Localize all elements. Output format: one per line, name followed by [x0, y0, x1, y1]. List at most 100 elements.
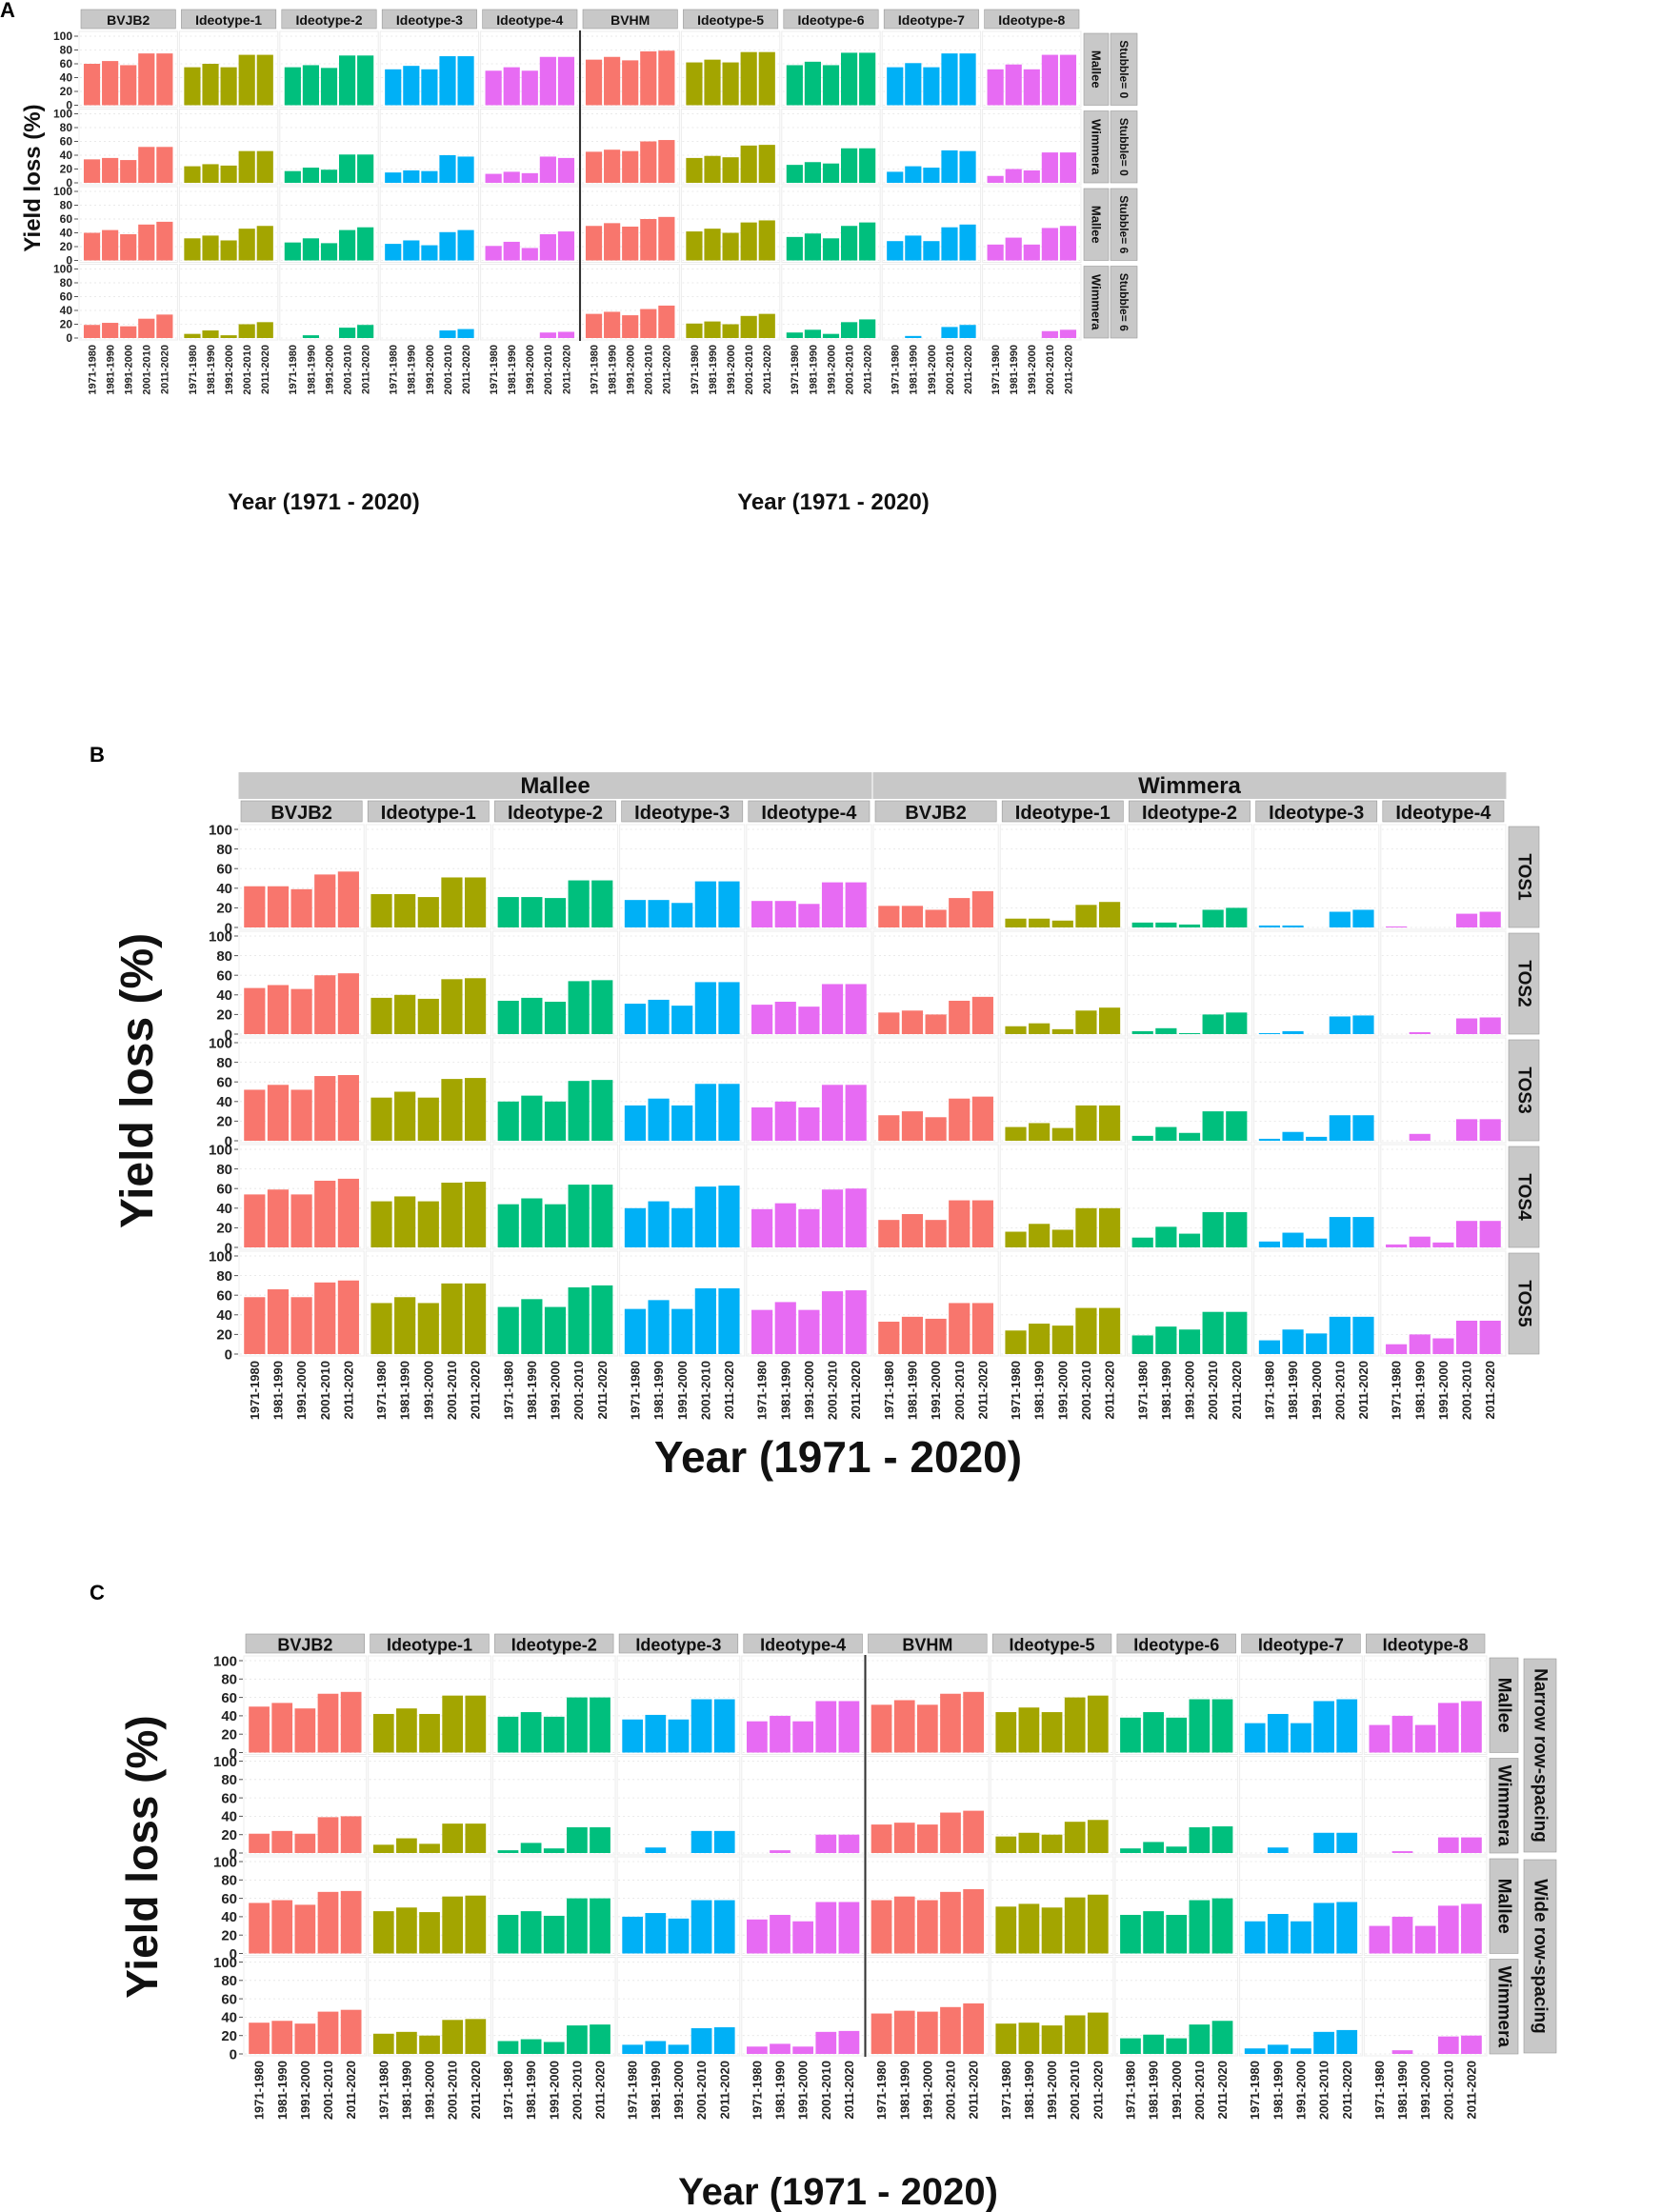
y-tick-label: 80 — [216, 948, 232, 965]
bar — [798, 904, 820, 927]
x-tick-label: 1971-1980 — [501, 2061, 515, 2120]
x-tick-label: 1981-1990 — [1286, 1361, 1300, 1420]
bar — [1291, 2048, 1311, 2054]
bar — [417, 1097, 439, 1141]
bar — [464, 1078, 487, 1141]
col-group-label: Mallee — [520, 773, 590, 799]
y-axis-title: Yield loss (%) — [117, 1715, 167, 1998]
bar — [859, 148, 876, 183]
y-tick-label: 100 — [53, 263, 72, 276]
bar — [901, 1111, 924, 1141]
x-tick-label: 1981-1990 — [708, 345, 719, 395]
x-tick-label: 1981-1990 — [507, 345, 518, 395]
bar — [442, 2020, 464, 2054]
bar — [271, 1830, 293, 1853]
x-tick-label: 1981-1990 — [399, 2061, 413, 2120]
bar — [1267, 1914, 1289, 1954]
bar — [585, 313, 603, 338]
bar — [441, 877, 463, 927]
col-strip-label: Ideotype-3 — [635, 1635, 721, 1654]
bar — [1005, 64, 1022, 106]
bar — [370, 1303, 392, 1354]
col-strip-label: Ideotype-4 — [496, 12, 563, 28]
x-tick-label: 1971-1980 — [999, 2061, 1013, 2120]
bar — [916, 2011, 938, 2054]
x-tick-label: 1981-1990 — [1412, 1361, 1427, 1420]
panel-letter: B — [90, 743, 105, 767]
row-strip-label: Mallee — [1494, 1678, 1514, 1733]
bar — [622, 1916, 644, 1954]
bar — [940, 1693, 961, 1753]
bar — [249, 1706, 270, 1753]
y-tick-label: 0 — [230, 1845, 237, 1862]
y-tick-label: 80 — [60, 44, 73, 57]
bar — [1352, 1316, 1374, 1354]
x-tick-label: 1971-1980 — [628, 1361, 642, 1420]
col-strip-label: BVHM — [610, 12, 650, 28]
x-tick-label: 1971-1980 — [1248, 2061, 1262, 2120]
bar — [845, 882, 867, 927]
x-tick-label: 2011-2020 — [469, 2061, 483, 2119]
bar — [905, 166, 922, 183]
col-strip-label: BVJB2 — [277, 1635, 332, 1654]
bar — [396, 1708, 417, 1753]
bar — [690, 1830, 712, 1853]
bar — [690, 1699, 712, 1753]
bar — [1018, 1903, 1040, 1954]
bar — [963, 1691, 984, 1753]
bar — [1461, 1701, 1482, 1753]
bar — [271, 1703, 293, 1753]
x-tick-label: 1981-1990 — [649, 2061, 663, 2120]
bar — [417, 998, 439, 1034]
bar — [821, 1189, 844, 1247]
bar — [1409, 1031, 1431, 1034]
bar — [394, 1091, 416, 1141]
bar — [871, 2013, 892, 2054]
row-strip-label: Mallee — [1494, 1879, 1514, 1934]
bar — [622, 150, 639, 183]
x-tick-label: 1981-1990 — [1032, 1361, 1047, 1420]
bar — [156, 314, 173, 338]
col-strip-label: Ideotype-1 — [381, 803, 476, 824]
y-tick-label: 100 — [213, 1653, 237, 1669]
bar — [1023, 244, 1040, 261]
bar — [238, 150, 255, 183]
bar — [370, 997, 392, 1034]
x-tick-label: 1971-1980 — [1124, 2061, 1138, 2120]
bar — [403, 240, 420, 261]
bar — [396, 2031, 417, 2054]
bar — [244, 1194, 266, 1247]
x-tick-label: 2001-2010 — [644, 345, 655, 395]
bar — [1064, 1697, 1086, 1753]
bar — [1059, 54, 1077, 106]
bar — [294, 1833, 316, 1853]
bar — [878, 1322, 900, 1354]
row-strip-outer-label: Stubble= 0 — [1117, 118, 1131, 176]
bar — [1461, 1903, 1482, 1954]
bar — [786, 165, 803, 183]
bar — [568, 1081, 590, 1141]
bar — [963, 2003, 984, 2054]
bar — [770, 1914, 790, 1954]
bar — [396, 1838, 417, 1853]
bar — [949, 1098, 971, 1141]
bar — [1120, 1717, 1141, 1753]
bar — [102, 323, 119, 338]
bar — [971, 1200, 993, 1247]
y-tick-label: 60 — [216, 1074, 232, 1090]
bar — [585, 59, 603, 106]
bar — [314, 1282, 336, 1354]
bar — [1455, 913, 1478, 927]
bar — [1005, 169, 1022, 183]
bar — [249, 2023, 270, 2054]
bar — [1155, 1027, 1177, 1034]
bar — [267, 1085, 290, 1141]
bar — [202, 64, 219, 106]
bar — [485, 246, 502, 261]
bar — [1409, 1334, 1431, 1354]
bar — [1202, 909, 1224, 927]
x-tick-label: 1971-1980 — [750, 2061, 764, 2120]
bar — [758, 51, 775, 106]
y-tick-label: 40 — [216, 1094, 232, 1110]
y-tick-label: 20 — [60, 318, 73, 331]
